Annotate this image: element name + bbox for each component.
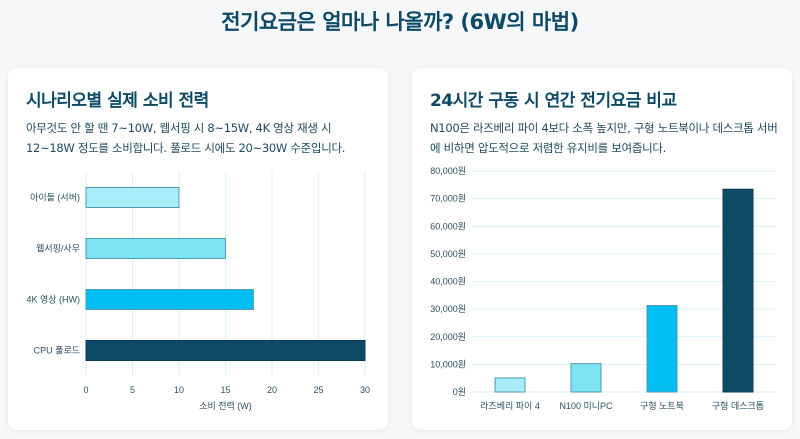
y-tick-label: 50,000원 — [430, 249, 466, 259]
bar — [85, 187, 180, 208]
x-tick-label: 30 — [360, 385, 370, 395]
bar — [570, 363, 602, 393]
x-category-label: 구형 데스크톱 — [712, 401, 764, 411]
x-tick-label: 5 — [130, 385, 135, 395]
y-tick-label: 40,000원 — [430, 277, 466, 287]
card-description: 아무것도 안 할 땐 7~10W, 웹서핑 시 8~15W, 4K 영상 재생 … — [26, 121, 346, 155]
x-tick-label: 15 — [220, 385, 230, 395]
y-tick-label: 70,000원 — [430, 194, 466, 204]
y-tick-label: 20,000원 — [430, 332, 466, 342]
bar — [85, 238, 226, 259]
x-tick-label: 10 — [174, 385, 184, 395]
x-tick-label: 20 — [267, 385, 277, 395]
page-title: 전기요금은 얼마나 나올까? (6W의 마법) — [221, 10, 579, 34]
annual-cost-chart: 0원 10,000원 20,000원 30,000원 40,000원 50,000원 60,… — [430, 166, 776, 411]
x-category-label: N100 미니PC — [559, 401, 613, 411]
y-category-label: CPU 풀로드 — [34, 346, 80, 356]
x-tick-label: 25 — [313, 385, 323, 395]
card-title: 시나리오별 실제 소비 전력 — [26, 91, 209, 111]
y-category-label: 웹서핑/사무 — [36, 244, 80, 254]
y-category-label: 4K 영상 (HW) — [26, 295, 80, 305]
y-tick-label: 60,000원 — [430, 221, 466, 231]
annual-cost-card: 24시간 구동 시 연간 전기요금 비교 N100은 라즈베리 파이 4보다 소… — [412, 68, 792, 430]
x-category-label: 구형 노트북 — [640, 401, 684, 411]
y-tick-label: 30,000원 — [430, 304, 466, 314]
bar — [85, 340, 366, 361]
power-consumption-chart: 0 5 10 15 20 25 30 소비 전력 (W) 아이들 (서버) 웹서핑/사무 4K 영상… — [26, 172, 370, 411]
bar — [646, 305, 678, 393]
x-tick-label: 0 — [83, 385, 88, 395]
card-title: 24시간 구동 시 연간 전기요금 비교 — [430, 91, 677, 111]
y-tick-label: 80,000원 — [430, 166, 466, 176]
y-tick-label: 10,000원 — [430, 359, 466, 369]
power-consumption-card: 시나리오별 실제 소비 전력 아무것도 안 할 땐 7~10W, 웹서핑 시 8… — [8, 68, 388, 430]
bar — [494, 377, 526, 393]
x-category-label: 라즈베리 파이 4 — [480, 401, 540, 411]
y-category-label: 아이들 (서버) — [30, 193, 80, 203]
card-description: N100은 라즈베리 파이 4보다 소폭 높지만, 구형 노트북이나 데스크톱 … — [430, 121, 778, 155]
bar — [722, 188, 754, 393]
y-tick-label: 0원 — [453, 387, 466, 397]
bar — [85, 289, 254, 310]
x-axis-title: 소비 전력 (W) — [199, 400, 252, 411]
